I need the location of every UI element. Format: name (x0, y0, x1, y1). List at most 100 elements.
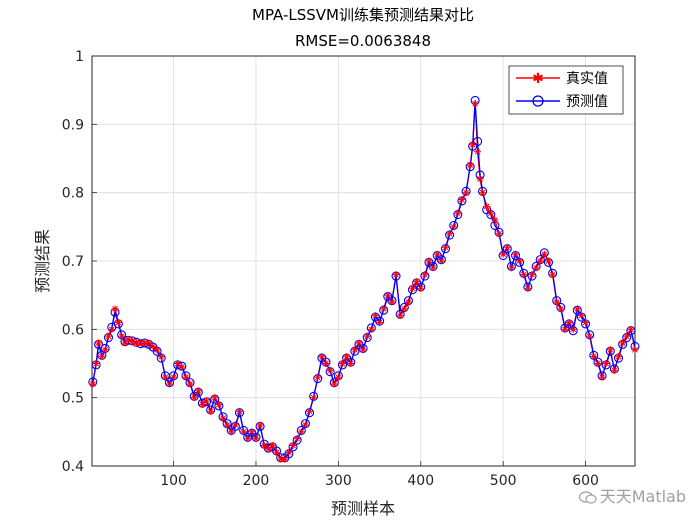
x-tick-label: 500 (490, 473, 517, 489)
series-line-1 (92, 100, 636, 459)
data-point-true (137, 339, 145, 347)
data-point-true (252, 435, 260, 443)
data-point-true (602, 360, 610, 367)
y-tick-label: 0.5 (62, 391, 84, 407)
data-point-true (285, 448, 293, 456)
legend-label-true: 真实值 (566, 71, 608, 87)
data-point-true (507, 264, 515, 272)
data-point-true (577, 312, 585, 320)
x-tick-label: 200 (243, 473, 270, 489)
data-point-true (111, 305, 119, 313)
data-point-true (297, 428, 305, 436)
x-tick-label: 400 (407, 473, 434, 489)
legend-marker-pred (532, 95, 544, 107)
data-point-true (586, 332, 594, 340)
data-point-true (314, 373, 322, 381)
data-point-true (437, 257, 445, 265)
data-point-true (219, 414, 227, 422)
data-point-true (471, 100, 479, 108)
data-point-true (95, 339, 103, 347)
data-point-true (227, 428, 235, 436)
data-point-true (594, 360, 602, 367)
data-point-true (367, 325, 375, 333)
data-point-true (384, 291, 392, 299)
y-axis-label: 预测结果 (33, 229, 52, 293)
data-point-true (536, 257, 544, 265)
data-point-true (392, 271, 400, 279)
data-point-true (301, 421, 309, 429)
data-point-true (569, 325, 577, 333)
data-point-true (598, 373, 606, 381)
data-point-true (582, 319, 590, 326)
data-point-true (441, 243, 449, 251)
data-point-true (610, 366, 618, 374)
y-tick-label: 1 (75, 49, 84, 65)
data-point-true (528, 271, 536, 279)
data-point-true (223, 421, 231, 429)
legend: ✱ 真实值 预测值 (508, 65, 624, 115)
chart-title: MPA-LSSVM训练集预测结果对比 (252, 6, 474, 24)
data-point-true (190, 394, 198, 402)
data-point-true (619, 339, 627, 347)
data-point-true (98, 353, 106, 361)
data-point-true (108, 325, 116, 333)
data-point-true (306, 407, 314, 415)
data-point-true (330, 380, 338, 388)
data-point-true (347, 360, 355, 367)
data-point-true (211, 394, 219, 402)
data-point-true (149, 342, 157, 350)
data-point-true (244, 435, 252, 443)
data-point-true (433, 250, 441, 258)
data-point-true (446, 230, 454, 238)
data-point-true (524, 284, 532, 292)
data-point-true (396, 312, 404, 320)
data-point-true (573, 305, 581, 313)
data-point-true (338, 360, 346, 367)
data-point-true (565, 319, 573, 326)
data-point-true (499, 250, 507, 258)
wechat-icon (578, 491, 597, 504)
data-point-true (615, 353, 623, 361)
data-point-true (631, 346, 639, 354)
x-tick-label: 100 (160, 473, 187, 489)
data-point-true (532, 264, 540, 272)
data-point-true (516, 257, 524, 265)
data-point-true (400, 305, 408, 313)
grid (92, 55, 635, 467)
watermark: 天天Matlab (578, 483, 686, 507)
data-point-true (240, 428, 248, 436)
data-point-true (404, 298, 412, 306)
legend-marker-true: ✱ (532, 71, 544, 87)
data-point-true (627, 325, 635, 333)
data-point-true (429, 264, 437, 272)
data-point-true (487, 209, 495, 217)
data-point-true (503, 243, 511, 251)
watermark-text: 天天Matlab (599, 487, 686, 506)
x-axis-label: 预测样本 (331, 499, 395, 518)
data-point-true (207, 407, 215, 415)
y-tick-label: 0.7 (62, 254, 84, 270)
data-point-true (326, 366, 334, 374)
series-layer (88, 95, 640, 463)
data-point-true (483, 202, 491, 210)
data-point-true (194, 387, 202, 395)
legend-label-pred: 预测值 (566, 94, 608, 110)
data-point-true (476, 175, 484, 183)
data-point-true (157, 353, 165, 361)
data-point-true (293, 435, 301, 443)
data-point-true (231, 421, 239, 429)
y-tick-label: 0.4 (62, 459, 84, 475)
data-point-true (454, 209, 462, 217)
data-point-true (388, 298, 396, 306)
data-point-true (544, 257, 552, 265)
data-point-true (318, 353, 326, 361)
data-point-pred (473, 136, 483, 146)
data-point-true (101, 346, 109, 354)
data-point-true (479, 189, 487, 197)
data-point-true (363, 332, 371, 340)
data-point-true (170, 373, 178, 381)
data-point-true (421, 271, 429, 279)
data-point-true (380, 305, 388, 313)
axis-ticks: 100 200 300 400 500 600 0.4 0.5 0.6 0.7 0.8 0.9 1 (62, 49, 599, 489)
data-point-true (359, 346, 367, 354)
